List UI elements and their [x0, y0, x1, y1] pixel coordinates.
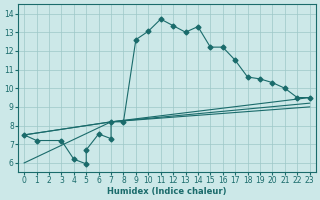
X-axis label: Humidex (Indice chaleur): Humidex (Indice chaleur)	[107, 187, 227, 196]
